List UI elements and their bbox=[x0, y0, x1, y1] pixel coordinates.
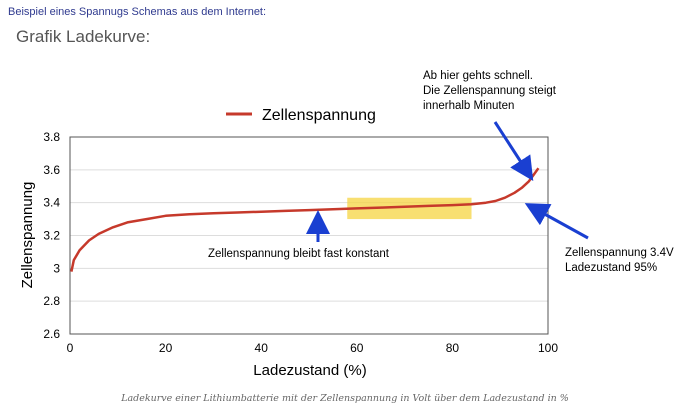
highlight-region bbox=[347, 197, 472, 220]
series-line-zellenspannung bbox=[70, 167, 540, 272]
x-tick-label: 0 bbox=[67, 341, 74, 355]
section-title: Grafik Ladekurve: bbox=[16, 27, 151, 46]
legend-label: Zellenspannung bbox=[262, 107, 376, 124]
arrow-soc bbox=[524, 203, 589, 240]
annotation-soc-line-2: Ladezustand 95% bbox=[565, 262, 657, 274]
x-tick-label: 80 bbox=[446, 341, 460, 355]
annotation-fast-rise-line-2: Die Zellenspannung steigt bbox=[423, 85, 557, 97]
plot-area bbox=[69, 136, 549, 335]
figure-caption: Ladekurve einer Lithiumbatterie mit der … bbox=[121, 393, 569, 404]
annotation-fast-rise-line-1: Ab hier gehts schnell. bbox=[423, 70, 533, 82]
x-tick-label: 60 bbox=[350, 341, 364, 355]
y-tick-label: 3.2 bbox=[43, 229, 60, 243]
charging-curve-chart: 0 20 40 60 80 100 2.6 2.8 3 3.2 3.4 3.6 3.8 Zellens… bbox=[19, 70, 674, 379]
x-tick-label: 20 bbox=[159, 341, 173, 355]
x-axis-label: Ladezustand (%) bbox=[253, 362, 366, 379]
annotation-fast-rise-line-3: innerhalb Minuten bbox=[423, 100, 514, 112]
x-tick-label: 100 bbox=[538, 341, 558, 355]
intro-text: Beispiel eines Spannugs Schemas aus dem … bbox=[8, 6, 267, 18]
grid-lines bbox=[70, 136, 548, 335]
x-tick-label: 40 bbox=[255, 341, 269, 355]
y-axis-label: Zellenspannung bbox=[19, 182, 36, 289]
annotation-constant: Zellenspannung bleibt fast konstant bbox=[208, 248, 390, 260]
x-axis-ticks: 0 20 40 60 80 100 bbox=[67, 341, 559, 355]
y-tick-label: 3.6 bbox=[43, 163, 60, 177]
y-tick-label: 3 bbox=[53, 261, 60, 275]
y-tick-label: 2.6 bbox=[43, 327, 60, 341]
y-axis-ticks: 2.6 2.8 3 3.2 3.4 3.6 3.8 bbox=[43, 130, 60, 341]
y-tick-label: 2.8 bbox=[43, 294, 60, 308]
y-tick-label: 3.4 bbox=[43, 196, 60, 210]
arrow-fast-rise bbox=[493, 121, 534, 182]
annotation-soc-line-1: Zellenspannung 3.4V bbox=[565, 247, 674, 259]
y-tick-label: 3.8 bbox=[43, 130, 60, 144]
